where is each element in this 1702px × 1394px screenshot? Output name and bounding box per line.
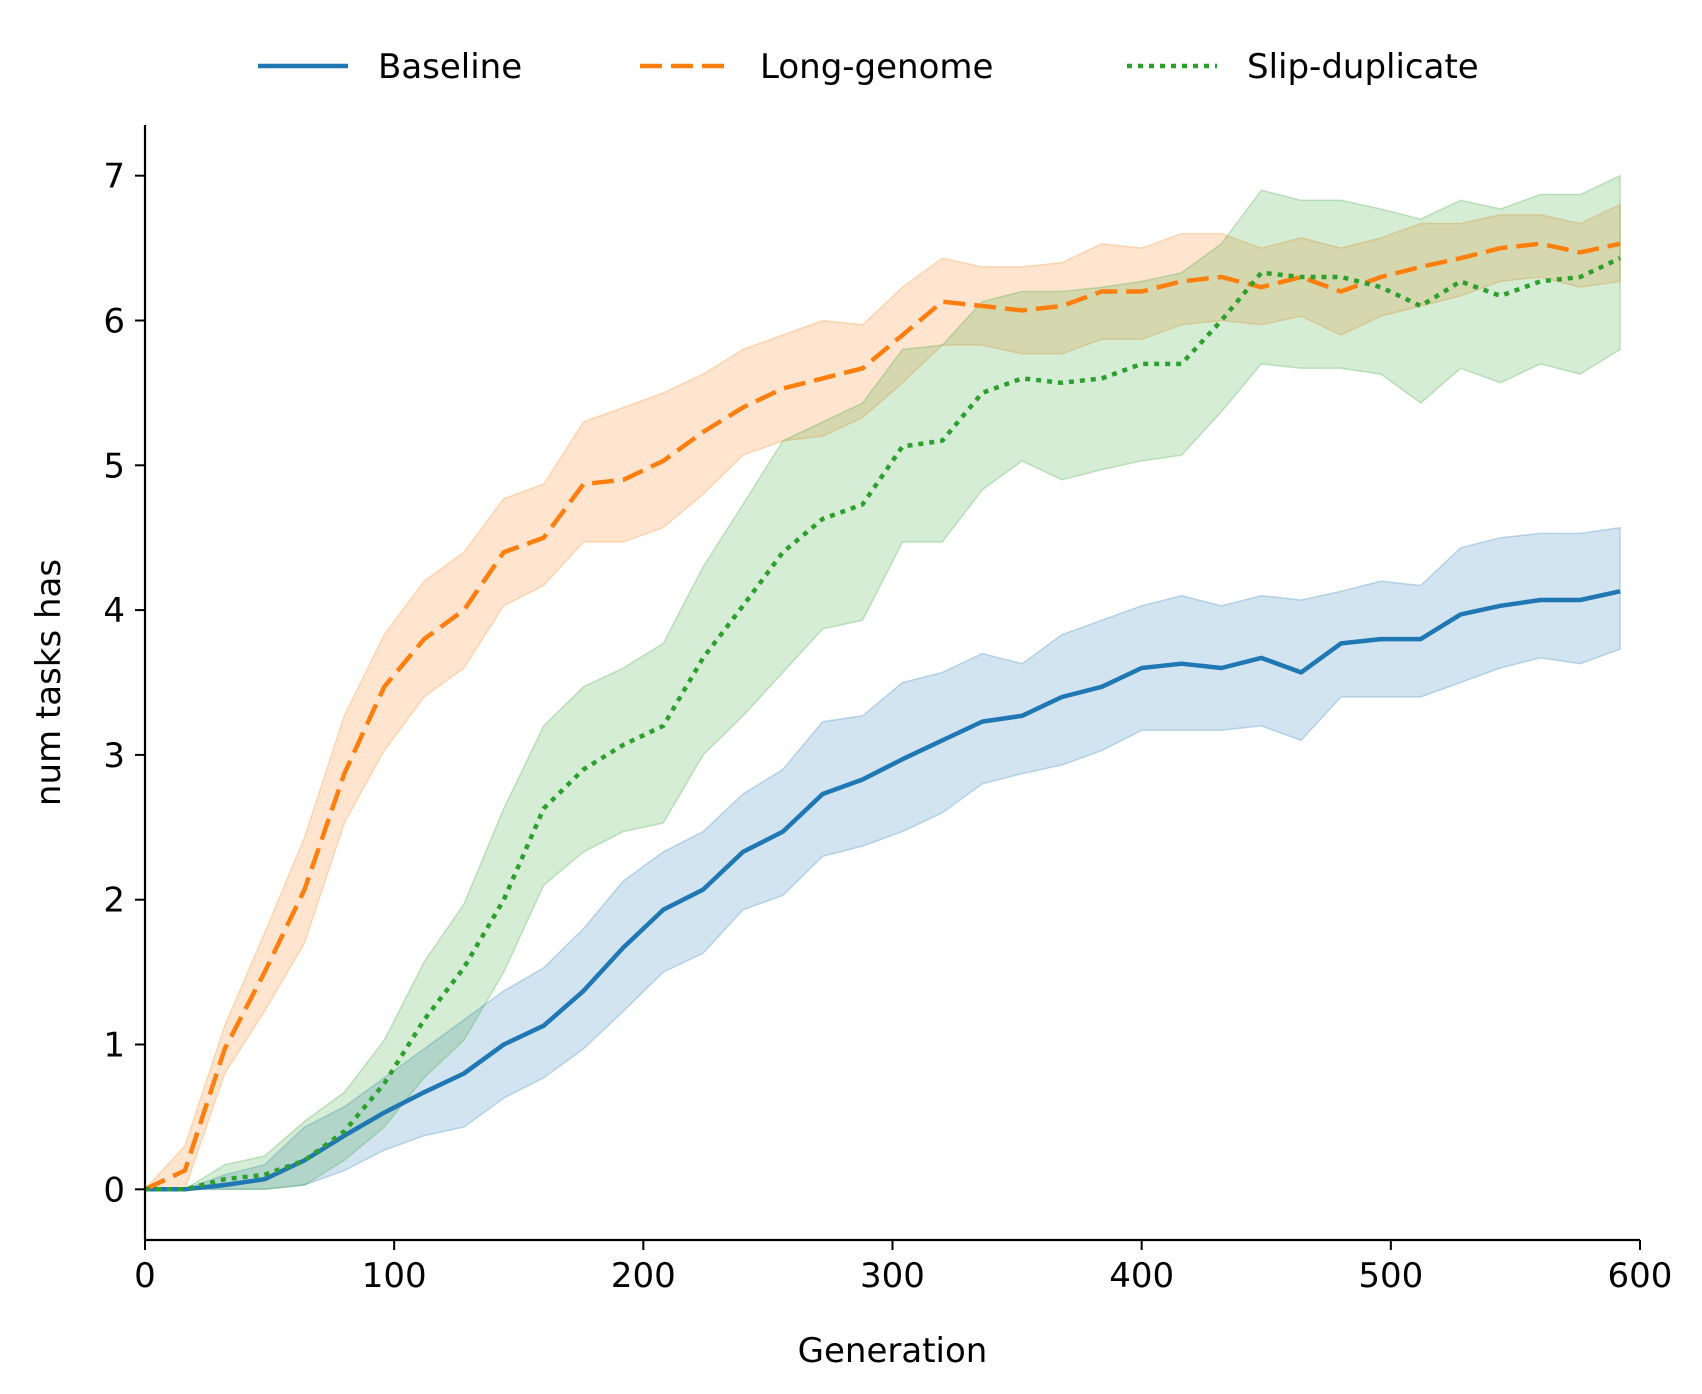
line-baseline xyxy=(145,589,1621,1192)
x-tick-label: 0 xyxy=(134,1256,156,1296)
band-baseline xyxy=(145,526,1621,1191)
x-tick-label: 600 xyxy=(1608,1256,1673,1296)
y-tick-label: 3 xyxy=(103,736,125,776)
y-tick-label: 4 xyxy=(103,591,125,631)
x-tick-label: 300 xyxy=(860,1256,925,1296)
x-tick-label: 100 xyxy=(362,1256,427,1296)
x-tick-label: 400 xyxy=(1109,1256,1174,1296)
y-axis-title: num tasks has xyxy=(29,559,69,806)
band-slip-duplicate xyxy=(145,174,1621,1191)
y-tick-label: 0 xyxy=(103,1170,125,1210)
x-tick-label: 200 xyxy=(611,1256,676,1296)
legend-label-long-genome: Long-genome xyxy=(760,47,993,87)
axes: 0 100 200 300 400 500 600 0 1 2 3 4 5 6 7 xyxy=(103,125,1672,1296)
legend-label-slip-duplicate: Slip-duplicate xyxy=(1247,47,1479,87)
y-tick-label: 5 xyxy=(103,446,125,486)
y-tick-label: 7 xyxy=(103,157,125,197)
y-tick-label: 2 xyxy=(103,881,125,921)
y-tick-label: 6 xyxy=(103,301,125,341)
line-long-genome xyxy=(144,241,1621,1192)
legend-label-baseline: Baseline xyxy=(378,47,522,87)
series-lines xyxy=(144,241,1622,1192)
legend: Baseline Long-genome Slip-duplicate xyxy=(258,47,1479,87)
band-long-genome xyxy=(143,203,1621,1191)
x-axis-title: Generation xyxy=(798,1331,988,1371)
x-tick-label: 500 xyxy=(1358,1256,1423,1296)
y-tick-label: 1 xyxy=(103,1026,125,1066)
line-slip-duplicate xyxy=(145,256,1622,1192)
confidence-bands xyxy=(143,174,1621,1191)
